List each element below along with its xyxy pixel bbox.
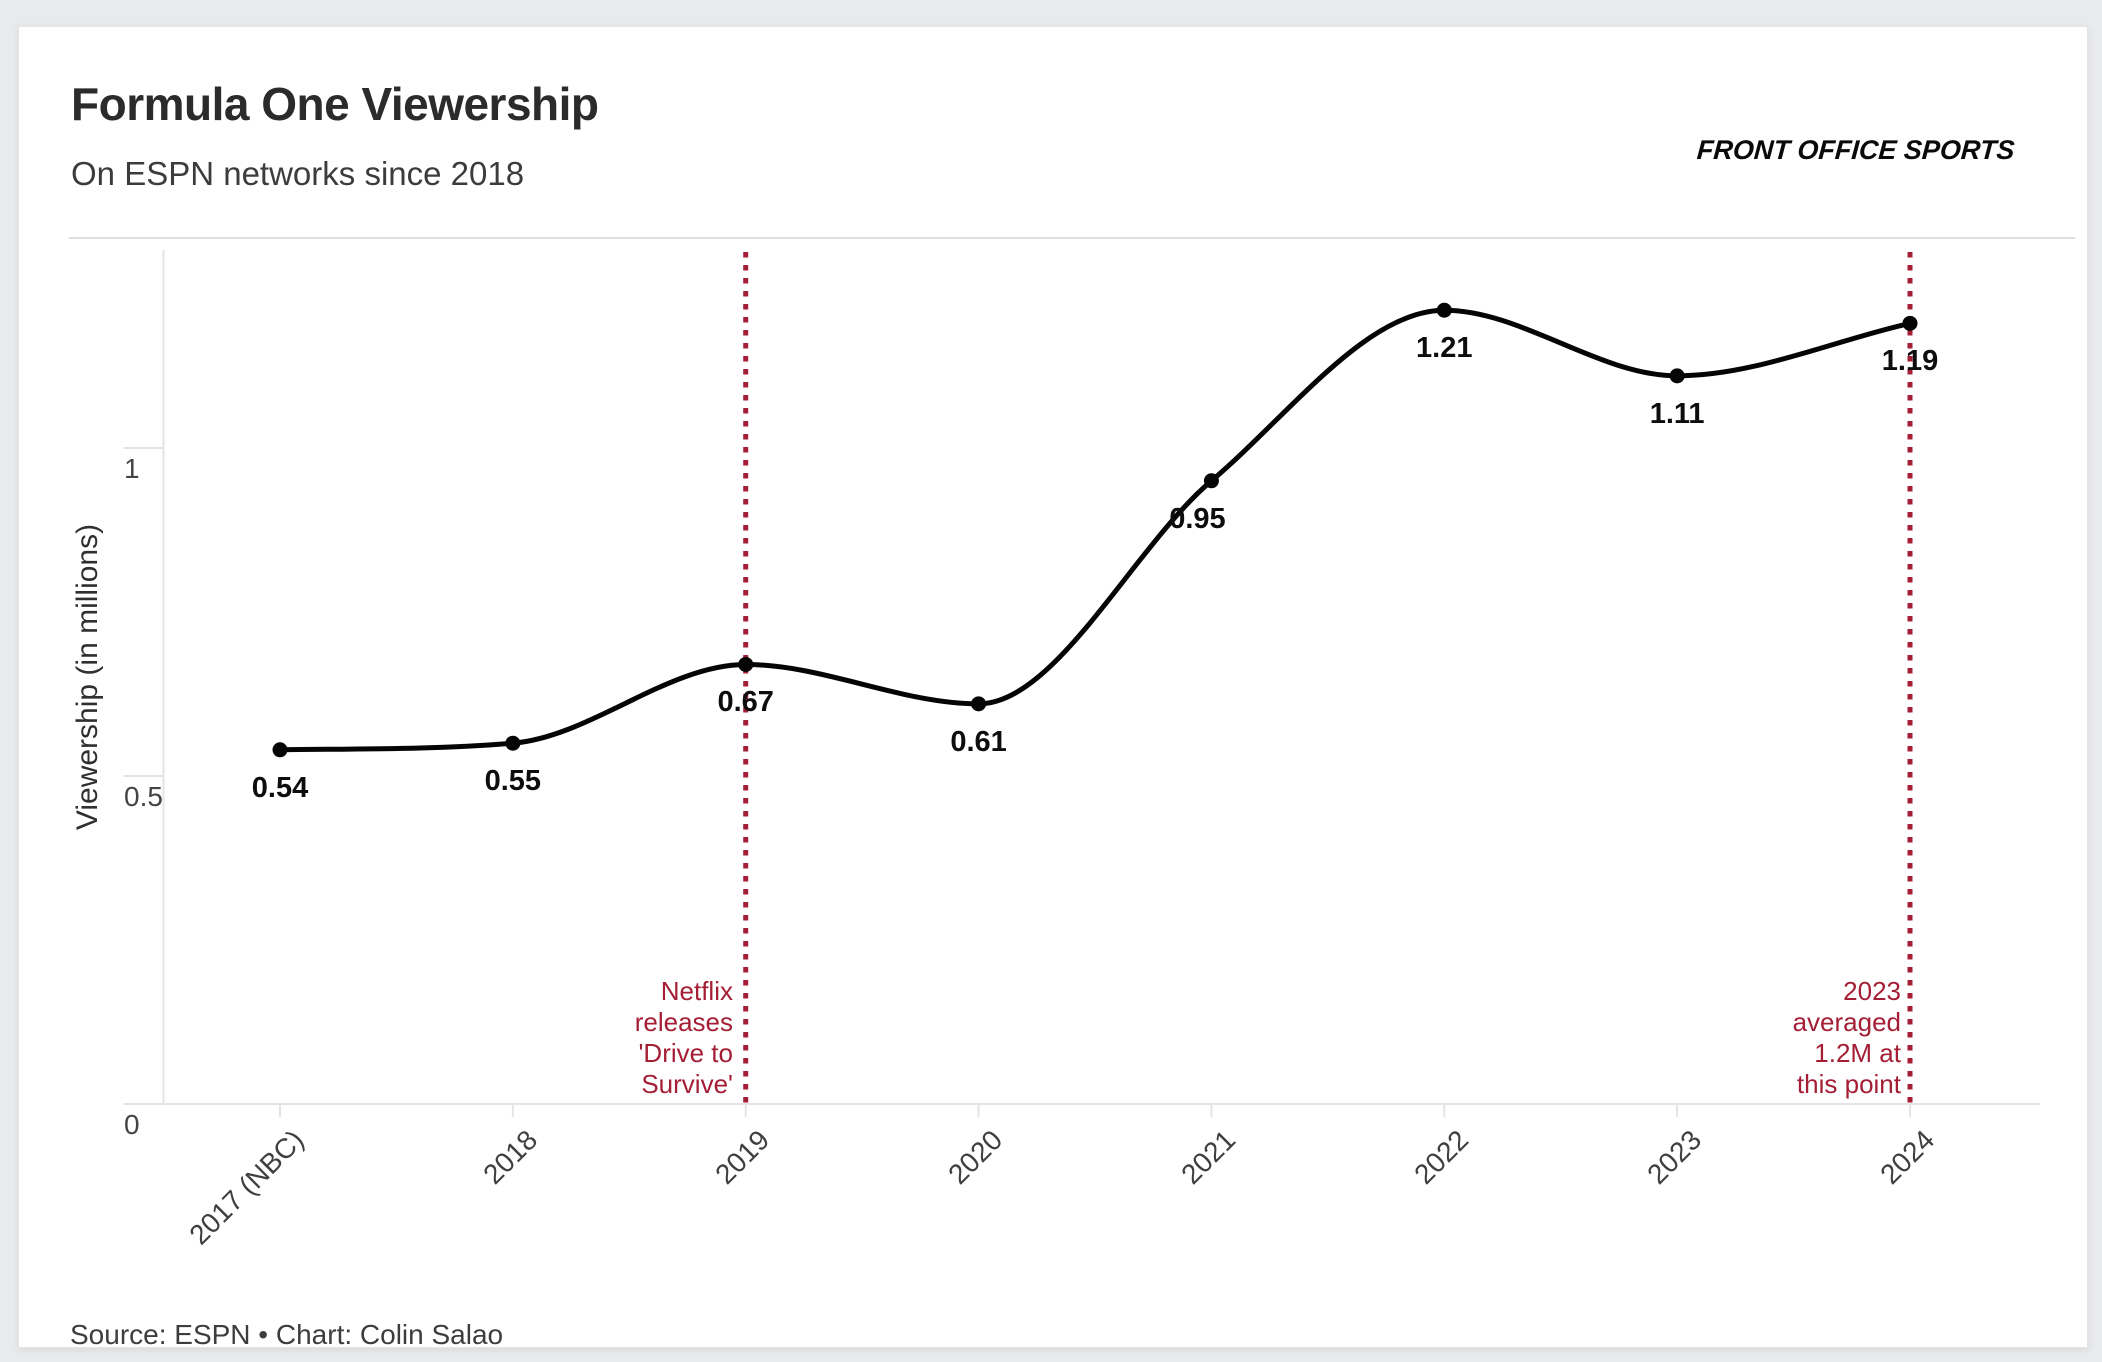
value-label: 1.21 — [1416, 332, 1473, 365]
annotation-netflix-drive-to-survive: Netflix releases 'Drive to Survive' — [634, 976, 733, 1099]
source-credit: Source: ESPN • Chart: Colin Salao — [70, 1319, 504, 1350]
value-label: 0.61 — [950, 725, 1007, 758]
value-label: 0.55 — [484, 765, 542, 798]
y-axis-title: Viewership (in millions) — [71, 523, 104, 831]
annotation-2023-average: 2023 averaged 1.2M at this point — [1792, 976, 1901, 1099]
header-divider — [69, 237, 2075, 239]
value-label: 0.54 — [251, 771, 309, 804]
y-tick-label: 0.5 — [124, 781, 163, 812]
brand-logo: FRONT OFFICE SPORTS — [1696, 135, 2017, 165]
y-tick-label: 0 — [124, 1109, 140, 1140]
value-label: 0.95 — [1169, 502, 1226, 535]
chart-title: Formula One Viewership — [71, 78, 599, 130]
y-tick-label: 1 — [124, 453, 140, 484]
value-label: 1.11 — [1649, 397, 1705, 430]
value-label: 1.19 — [1881, 345, 1939, 378]
chart-subtitle: On ESPN networks since 2018 — [71, 155, 525, 192]
chart-card: Formula One Viewership On ESPN networks … — [18, 26, 2088, 1350]
value-label: 0.67 — [717, 686, 774, 719]
